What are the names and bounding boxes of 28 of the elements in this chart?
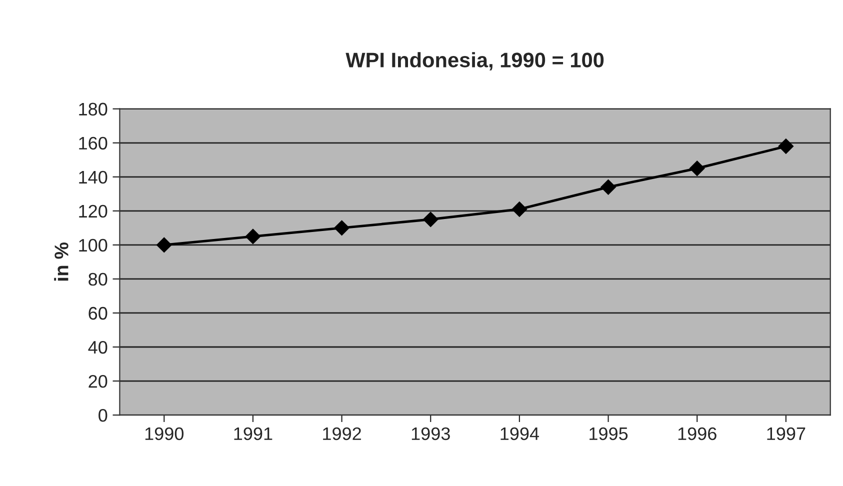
y-axis-title: in % [54, 242, 68, 281]
x-tick-label: 1997 [767, 427, 806, 440]
y-tick-label: 180 [79, 102, 108, 116]
x-tick-label: 1996 [678, 427, 716, 440]
point [600, 180, 616, 195]
x-tick-label: 1992 [323, 427, 361, 440]
point [245, 228, 261, 244]
y-tick-label: 140 [79, 170, 108, 184]
point [156, 237, 172, 253]
y-tick-label: 120 [79, 204, 108, 218]
point [512, 202, 528, 217]
y-tick-label: 60 [88, 306, 108, 320]
x-tick-label: 1993 [412, 427, 450, 440]
x-tick-label: 1994 [500, 427, 540, 440]
y-tick-label: 40 [88, 340, 108, 354]
y-tick-label: 0 [98, 408, 108, 422]
y-tick-label: 100 [79, 238, 108, 252]
y-tick-label: 160 [79, 136, 108, 150]
y-tick-label: 80 [88, 272, 108, 286]
x-tick-label: 1995 [590, 427, 628, 440]
y-tick-label: 20 [88, 374, 108, 388]
x-tick-label: 1990 [145, 427, 184, 440]
point [423, 212, 438, 227]
point [778, 138, 794, 154]
point [690, 160, 705, 176]
x-tick-label: 1991 [234, 427, 272, 440]
chart-title: WPI Indonesia, 1990 = 100 [346, 52, 604, 70]
point [334, 220, 350, 236]
